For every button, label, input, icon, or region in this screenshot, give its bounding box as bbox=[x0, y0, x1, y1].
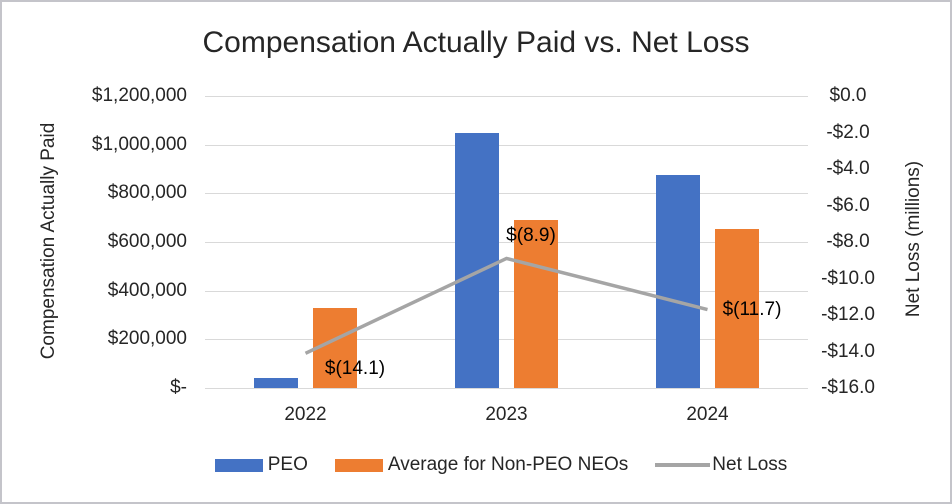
bar-peo-2024 bbox=[656, 175, 700, 388]
right-axis-tick-label: -$2.0 bbox=[826, 121, 870, 143]
legend-line-icon bbox=[655, 463, 711, 467]
bar-peo-2023 bbox=[455, 132, 499, 388]
left-axis-tick-label: $400,000 bbox=[107, 279, 187, 301]
legend-label: Average for Non-PEO NEOs bbox=[387, 454, 629, 475]
left-axis-tick-label: $1,000,000 bbox=[91, 133, 187, 155]
gridline bbox=[205, 290, 808, 292]
legend-label: PEO bbox=[267, 454, 308, 475]
netloss-line bbox=[304, 256, 708, 355]
gridline bbox=[205, 96, 808, 97]
right-axis-tick-label: -$12.0 bbox=[821, 304, 875, 325]
legend-item-net-loss: Net Loss bbox=[655, 454, 787, 476]
chart-title: Compensation Actually Paid vs. Net Loss bbox=[202, 26, 750, 59]
netloss-data-label-2023: $(8.9) bbox=[506, 224, 556, 246]
left-axis-tick-label: $800,000 bbox=[107, 182, 187, 204]
right-axis-tick-label: -$10.0 bbox=[821, 267, 875, 289]
right-axis-tick-label: -$8.0 bbox=[826, 231, 870, 252]
netloss-data-label-2024: $(11.7) bbox=[722, 299, 782, 320]
gridline bbox=[205, 242, 808, 243]
left-axis-tick-label: $- bbox=[170, 377, 187, 398]
right-axis-tick-label: -$16.0 bbox=[821, 377, 875, 398]
legend-item-average-for-non-peo-neos: Average for Non-PEO NEOs bbox=[334, 454, 629, 476]
bar-peo-2022 bbox=[254, 378, 298, 388]
x-axis-label-2022: 2022 bbox=[284, 404, 327, 425]
x-axis-label-2023: 2023 bbox=[485, 404, 528, 425]
gridline bbox=[205, 193, 808, 195]
legend-swatch-icon bbox=[214, 458, 263, 472]
x-axis-label-2024: 2024 bbox=[686, 404, 729, 425]
gridline bbox=[205, 388, 808, 389]
left-axis-tick-label: $600,000 bbox=[107, 231, 187, 252]
legend-item-peo: PEO bbox=[214, 454, 308, 476]
plot-area: $(14.1) $(8.9) $(11.7) bbox=[205, 96, 808, 389]
right-axis-tick-label: -$4.0 bbox=[826, 158, 870, 179]
left-axis-tick-label: $1,200,000 bbox=[91, 85, 187, 106]
legend-label: Net Loss bbox=[712, 454, 788, 475]
right-axis-tick-label: -$14.0 bbox=[821, 340, 875, 362]
legend-swatch-icon bbox=[334, 458, 383, 472]
left-axis-tick-label: $200,000 bbox=[107, 328, 187, 350]
bar-non-peo-neos-2023 bbox=[514, 220, 558, 388]
gridline bbox=[205, 339, 808, 341]
bar-non-peo-neos-2024 bbox=[715, 228, 759, 388]
gridline bbox=[205, 144, 808, 146]
right-axis-tick-label: $0.0 bbox=[829, 85, 867, 106]
legend: PEO Average for Non-PEO NEOs Net Loss bbox=[27, 454, 950, 476]
right-axis-tick-label: -$6.0 bbox=[826, 194, 870, 216]
netloss-data-label-2022: $(14.1) bbox=[324, 358, 386, 379]
